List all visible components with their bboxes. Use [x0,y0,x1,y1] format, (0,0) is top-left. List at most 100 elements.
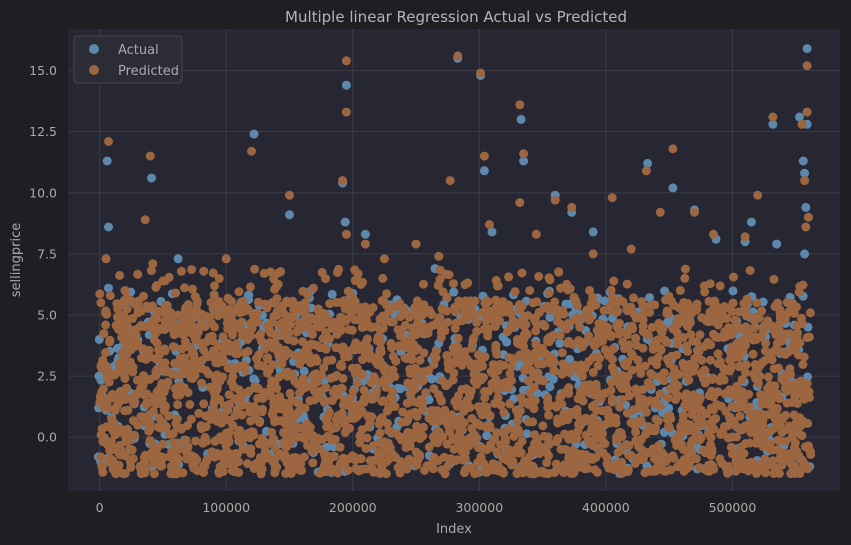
predicted-point [115,270,125,280]
predicted-point [457,425,467,435]
predicted-point [172,390,182,400]
predicted-point [472,326,482,336]
predicted-point [188,374,198,383]
predicted-point [181,303,191,313]
predicted-point [355,431,365,441]
predicted-point [261,453,271,463]
predicted-point [515,300,525,309]
predicted-point [739,402,749,412]
predicted-point [395,342,405,352]
predicted-point [154,350,164,360]
predicted-point [641,407,651,417]
predicted-point [723,461,733,471]
predicted-point [215,435,225,445]
predicted-point [108,419,118,429]
predicted-point [378,311,388,321]
predicted-point [326,452,336,462]
predicted-point [761,468,771,478]
predicted-point [128,313,138,323]
actual-point [668,183,678,193]
predicted-point [719,302,729,311]
predicted-point [757,399,767,409]
predicted-point [381,382,391,392]
predicted-point [148,321,158,331]
predicted-point [437,396,446,406]
predicted-point [800,379,810,389]
predicted-point [751,332,761,342]
predicted-point [799,388,809,397]
predicted-point [267,298,277,308]
predicted-point [502,306,512,316]
predicted-point [346,413,356,423]
predicted-point [182,318,192,328]
predicted-point [797,313,806,323]
predicted-point [593,338,603,348]
actual-point [104,283,113,293]
predicted-point [575,322,585,332]
predicted-point [493,393,503,403]
predicted-point [99,384,108,394]
predicted-point [650,355,660,365]
predicted-point [201,436,211,446]
predicted-point [173,438,183,448]
predicted-point [445,176,455,186]
predicted-point [763,372,773,382]
predicted-point [507,362,517,372]
predicted-point [419,279,428,289]
predicted-point [140,417,150,427]
predicted-point [387,343,397,353]
predicted-point [588,440,598,450]
predicted-point [749,323,759,333]
predicted-point [641,166,651,176]
predicted-point [169,451,179,461]
predicted-point [673,462,682,472]
predicted-point [567,429,577,439]
predicted-point [515,198,525,208]
predicted-point [235,308,245,318]
predicted-point [342,301,351,311]
predicted-point [413,429,422,439]
predicted-point [183,442,193,452]
predicted-point [681,400,691,410]
x-tick-label: 400000 [582,500,630,515]
predicted-point [436,333,446,343]
predicted-point [713,333,723,342]
predicted-point [732,381,742,391]
actual-point [329,442,339,452]
actual-point [522,429,532,439]
predicted-point [105,337,115,347]
predicted-point [249,311,258,321]
predicted-point [388,351,398,361]
predicted-point [741,309,751,319]
predicted-point [270,468,280,478]
predicted-point [171,288,181,298]
predicted-point [534,375,544,385]
predicted-point [731,421,741,431]
predicted-point [538,421,548,431]
y-tick-label: 0.0 [37,430,57,445]
predicted-point [382,289,392,299]
predicted-point [101,367,111,377]
predicted-point [305,396,315,406]
predicted-point [802,61,812,71]
actual-point [249,374,259,384]
predicted-point [382,406,392,416]
predicted-point [730,347,740,357]
predicted-point [101,320,111,330]
predicted-point [729,272,738,282]
predicted-point [630,422,640,431]
predicted-point [576,462,586,472]
predicted-point [433,456,443,466]
predicted-point [520,397,529,407]
predicted-point [238,296,248,306]
predicted-point [525,452,535,462]
predicted-point [613,306,623,316]
predicted-point [484,421,494,430]
predicted-point [449,444,459,454]
predicted-point [249,402,259,412]
predicted-point [544,410,553,420]
predicted-point [758,419,768,429]
predicted-point [748,427,758,437]
predicted-point [199,399,209,409]
predicted-point [104,136,113,146]
